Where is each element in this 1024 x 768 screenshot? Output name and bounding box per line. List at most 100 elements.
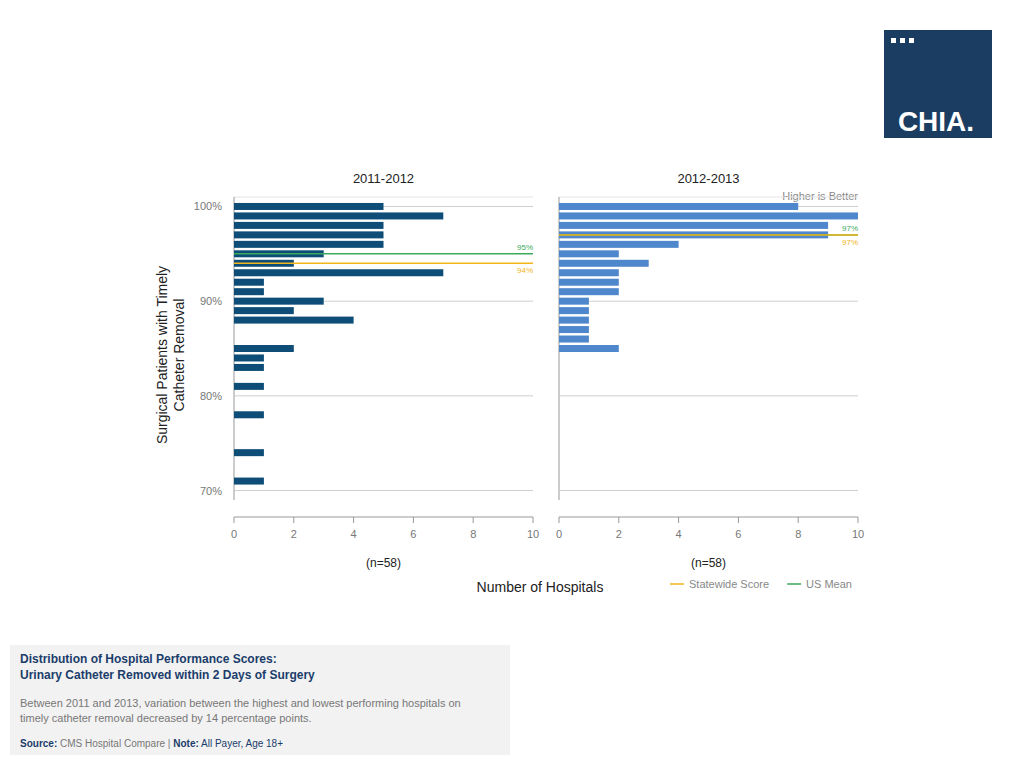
- bar: [559, 241, 679, 248]
- legend-swatch: [670, 583, 684, 585]
- bar: [234, 317, 354, 324]
- y-tick-label: 70%: [200, 485, 222, 497]
- reference-label: 97%: [842, 238, 858, 247]
- caption-text: Between 2011 and 2013, variation between…: [20, 697, 461, 709]
- bar: [234, 364, 264, 371]
- source-part: CMS Hospital Compare: [57, 738, 168, 749]
- source-part: Note:: [170, 738, 198, 749]
- x-tick: [234, 517, 235, 523]
- bar: [234, 288, 264, 295]
- x-tick: [618, 517, 619, 523]
- x-tick-label: 4: [676, 528, 682, 540]
- x-axis-label: Number of Hospitals: [477, 579, 604, 595]
- bar: [234, 222, 384, 229]
- bar: [559, 279, 619, 286]
- x-tick-label: 10: [527, 528, 539, 540]
- annotation: Higher is Better: [782, 190, 858, 202]
- x-tick: [473, 517, 474, 523]
- logo-dot: [900, 38, 905, 43]
- n-label: (n=58): [691, 556, 726, 570]
- x-tick-label: 10: [852, 528, 864, 540]
- caption-text: timely catheter removal decreased by 14 …: [20, 712, 312, 724]
- bar: [234, 411, 264, 418]
- legend-label: Statewide Score: [689, 578, 769, 590]
- bar: [559, 307, 589, 314]
- bar: [234, 241, 384, 248]
- x-tick-label: 8: [795, 528, 801, 540]
- frame-top: [559, 197, 858, 198]
- legend-swatch: [787, 583, 801, 585]
- y-axis-label: Surgical Patients with Timely: [154, 266, 170, 444]
- logo-box: [884, 30, 992, 138]
- bar: [559, 203, 798, 210]
- reference-label: 95%: [517, 243, 533, 252]
- bar: [234, 478, 264, 485]
- panel-title: 2012-2013: [677, 171, 739, 186]
- bar: [559, 260, 649, 267]
- page: CHIA.2011-201270%80%90%100%0246810(n=58)…: [0, 0, 1024, 768]
- grid-line: [234, 395, 533, 396]
- source-part: All Payer, Age 18+: [199, 738, 283, 749]
- x-tick-label: 6: [735, 528, 741, 540]
- bar: [559, 269, 619, 276]
- caption-title: Distribution of Hospital Performance Sco…: [20, 652, 277, 666]
- legend-item: US Mean: [787, 578, 852, 590]
- reference-line: [559, 234, 858, 236]
- bar: [234, 354, 264, 361]
- bar: [559, 298, 589, 305]
- legend-label: US Mean: [806, 578, 852, 590]
- x-tick: [293, 517, 294, 523]
- x-tick: [353, 517, 354, 523]
- logo-text: CHIA.: [898, 106, 974, 137]
- marks: [559, 203, 858, 352]
- x-tick: [798, 517, 799, 523]
- source-line: Source: CMS Hospital Compare | Note: All…: [20, 738, 283, 749]
- n-label: (n=58): [366, 556, 401, 570]
- grid-line: [559, 490, 858, 491]
- bar: [559, 212, 858, 219]
- bar: [559, 336, 589, 343]
- bar: [234, 383, 264, 390]
- x-tick: [533, 517, 534, 523]
- marks: [234, 203, 533, 485]
- grid-line: [234, 490, 533, 491]
- bar: [234, 203, 384, 210]
- x-tick-label: 6: [410, 528, 416, 540]
- x-tick-label: 2: [291, 528, 297, 540]
- bar: [234, 345, 294, 352]
- x-tick: [678, 517, 679, 523]
- bar: [234, 449, 264, 456]
- legend-item: Statewide Score: [670, 578, 769, 590]
- bar: [234, 298, 324, 305]
- panel-title: 2011-2012: [353, 171, 414, 186]
- logo-dot: [891, 38, 896, 43]
- bar: [234, 231, 384, 238]
- frame-top: [234, 197, 533, 198]
- x-axis-line: [234, 517, 533, 518]
- bar: [234, 269, 443, 276]
- panel: 2012-2013 Higher is Better 0 2 4 6 8 10 (n=58) 97…: [556, 171, 864, 570]
- x-tick-label: 8: [470, 528, 476, 540]
- bar: [234, 307, 294, 314]
- reference-label: 97%: [842, 224, 858, 233]
- reference-label: 94%: [517, 266, 533, 275]
- x-tick-label: 0: [556, 528, 562, 540]
- x-tick-label: 2: [616, 528, 622, 540]
- grid-line: [559, 301, 858, 302]
- reference-line: [234, 263, 533, 265]
- x-tick: [738, 517, 739, 523]
- x-tick: [559, 517, 560, 523]
- y-tick-label: 90%: [200, 295, 222, 307]
- x-tick: [413, 517, 414, 523]
- reference-line: [234, 253, 533, 255]
- y-axis-label: Catheter Removal: [171, 299, 187, 412]
- y-tick-label: 80%: [200, 390, 222, 402]
- x-axis-line: [559, 517, 858, 518]
- bar: [234, 279, 264, 286]
- caption-title: Urinary Catheter Removed within 2 Days o…: [20, 668, 315, 682]
- x-tick-label: 0: [231, 528, 237, 540]
- bar: [559, 317, 589, 324]
- source-part: Source:: [20, 738, 57, 749]
- bar: [559, 222, 828, 229]
- bar: [559, 326, 589, 333]
